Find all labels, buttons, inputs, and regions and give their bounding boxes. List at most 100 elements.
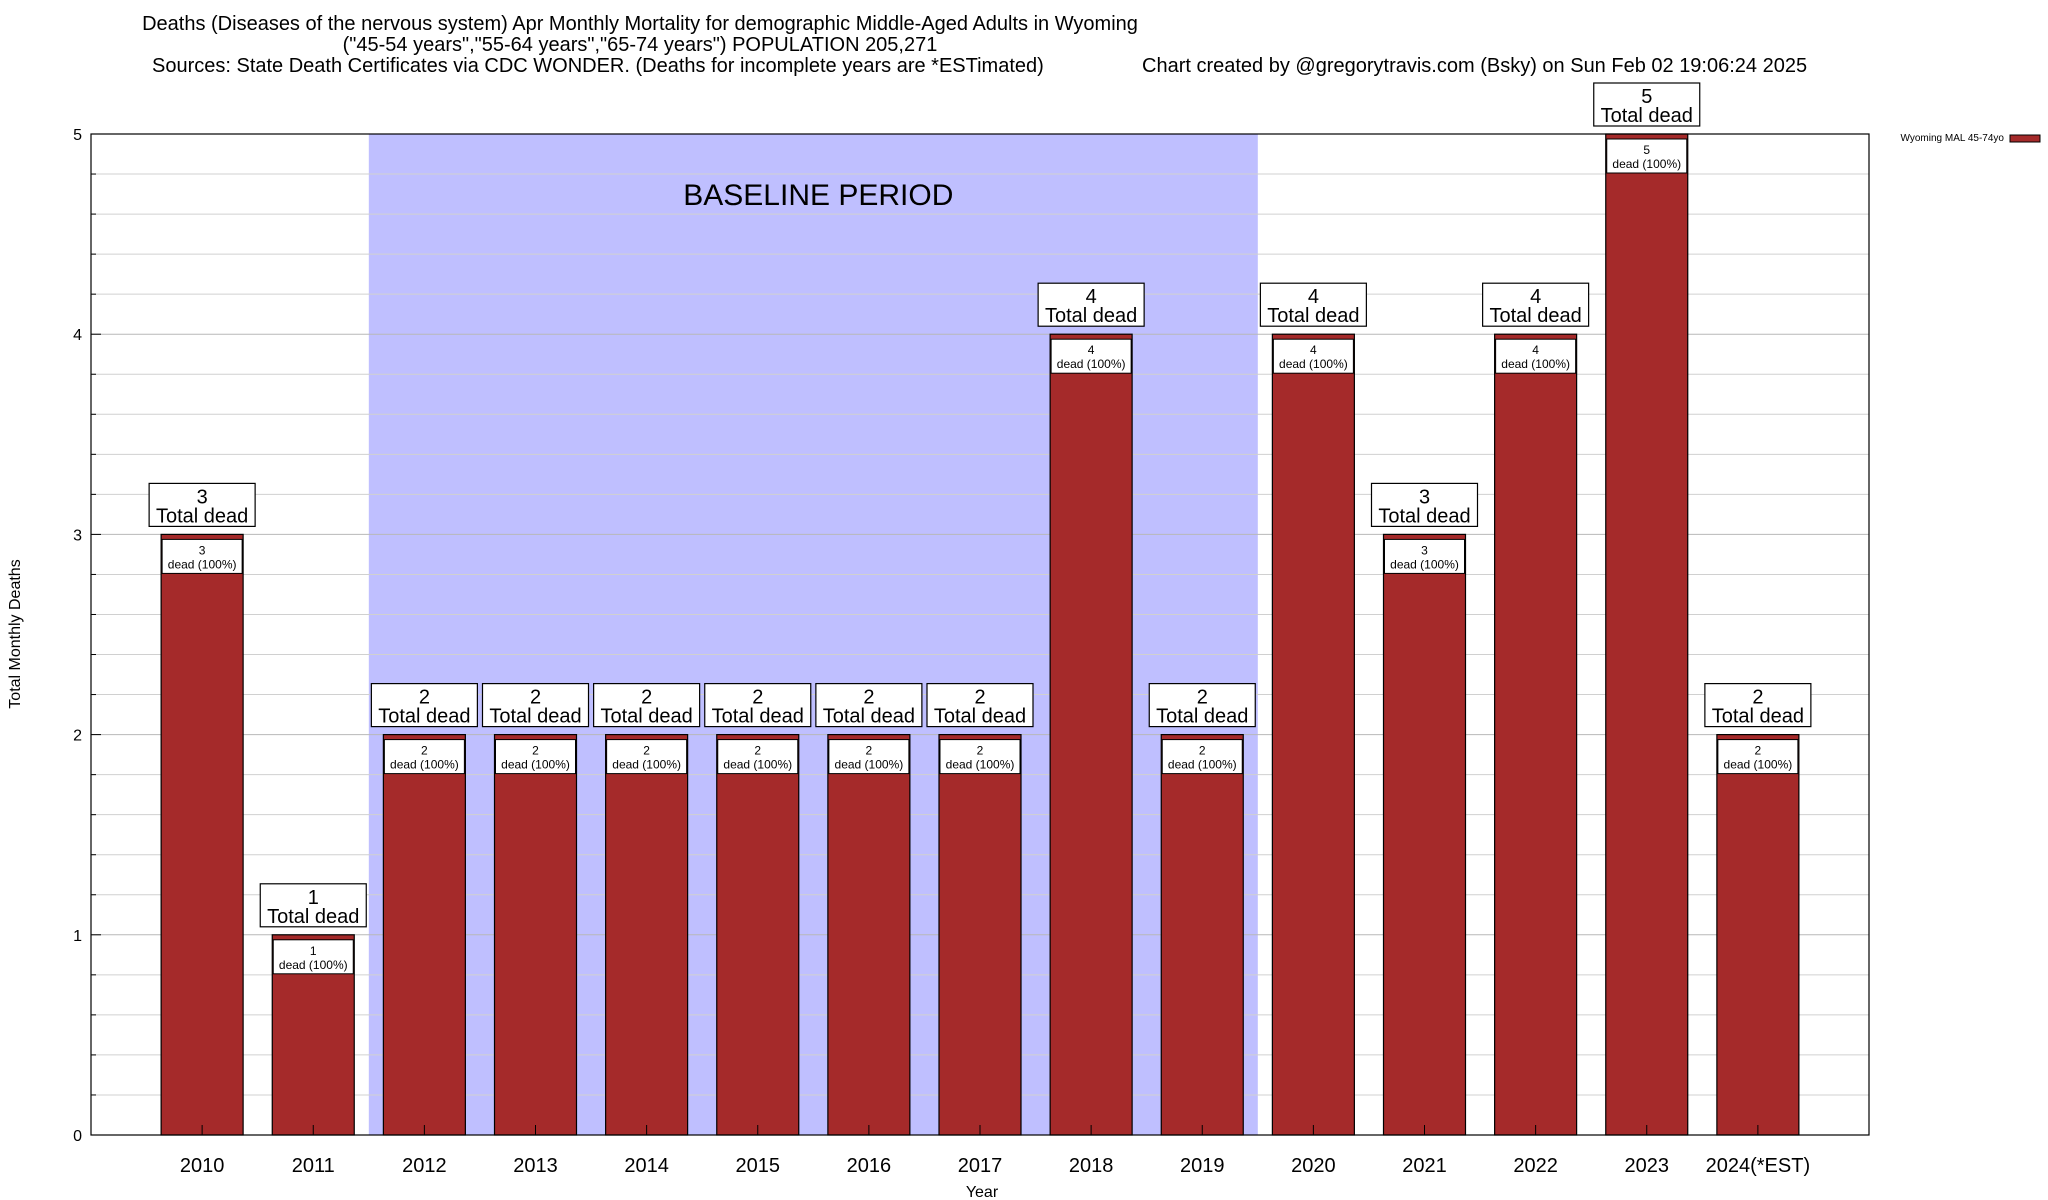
total-label-box: [815, 682, 923, 728]
bar-inner-label: dead (100%): [946, 758, 1015, 772]
total-label: Total dead: [1156, 706, 1248, 728]
bar-inner-value: 2: [643, 744, 650, 758]
y-tick-label: 3: [73, 527, 82, 544]
total-value: 3: [1419, 486, 1430, 508]
bar-inner-label: dead (100%): [501, 758, 570, 772]
total-label-box: [481, 682, 590, 728]
total-label: Total dead: [934, 706, 1026, 728]
bar-inner-label-box: [1050, 338, 1132, 374]
total-value: 5: [1641, 86, 1652, 108]
bar-inner-label-box: [1161, 739, 1243, 775]
chart-credit: Chart created by @gregorytravis.com (Bsk…: [1142, 55, 1808, 77]
baseline-label: BASELINE PERIOD: [683, 179, 953, 212]
x-tick-label: 2015: [736, 1155, 781, 1177]
total-value: 4: [1530, 286, 1541, 308]
bar-inner-label-box: [606, 739, 688, 775]
x-tick-label: 2020: [1291, 1155, 1336, 1177]
bar-inner-value: 2: [421, 744, 428, 758]
x-tick-label: 2012: [402, 1155, 447, 1177]
total-label: Total dead: [712, 706, 804, 728]
y-tick-label: 4: [73, 327, 82, 344]
total-label-box: [1370, 482, 1479, 527]
bar-inner-label-box: [1495, 338, 1577, 374]
x-tick-label: 2024(*EST): [1706, 1155, 1811, 1177]
bar-inner-value: 4: [1532, 343, 1539, 357]
bar-inner-label-box: [495, 739, 576, 775]
total-label-box: [1482, 282, 1590, 327]
y-tick-label: 5: [73, 127, 82, 144]
total-label: Total dead: [823, 706, 915, 728]
total-label: Total dead: [1045, 305, 1137, 327]
total-value: 3: [197, 486, 208, 508]
bar-inner-label: dead (100%): [723, 758, 792, 772]
bar-2020: [1271, 333, 1355, 1136]
x-tick-label: 2017: [958, 1155, 1003, 1177]
total-value: 2: [752, 687, 763, 709]
total-label: Total dead: [600, 706, 692, 728]
bar-inner-value: 3: [199, 543, 206, 557]
total-label: Total dead: [1378, 505, 1470, 527]
total-label-box: [148, 482, 256, 527]
bar-inner-value: 3: [1421, 543, 1428, 557]
bar-inner-value: 2: [866, 744, 873, 758]
total-value: 1: [308, 887, 319, 909]
plot-frame: [90, 133, 1870, 1136]
bar-2022: [1494, 333, 1578, 1136]
total-value: 4: [1086, 286, 1097, 308]
bar-2018: [1049, 333, 1133, 1136]
bar-inner-value: 1: [310, 944, 317, 958]
bar-inner-label-box: [1606, 138, 1688, 174]
bar-inner-value: 5: [1643, 143, 1650, 157]
total-value: 2: [641, 687, 652, 709]
bar-inner-value: 4: [1088, 343, 1095, 357]
total-label-box: [704, 682, 812, 728]
total-label: Total dead: [378, 706, 470, 728]
bar-2024(*EST): [1716, 733, 1800, 1136]
bar-2021: [1382, 533, 1467, 1136]
bar-inner-label: dead (100%): [1501, 357, 1570, 371]
bar-inner-label-box: [1717, 739, 1799, 775]
total-value: 2: [530, 687, 541, 709]
bar-inner-label-box: [1384, 538, 1465, 574]
y-tick-label: 2: [73, 728, 82, 745]
legend-label: Wyoming MAL 45-74yo: [1901, 133, 2005, 144]
x-axis-title: Year: [966, 1184, 999, 1200]
total-value: 2: [863, 687, 874, 709]
bar-inner-value: 2: [532, 744, 539, 758]
total-label-box: [593, 682, 701, 728]
x-tick-label: 2013: [513, 1155, 558, 1177]
x-tick-label: 2018: [1069, 1155, 1114, 1177]
x-tick-label: 2010: [180, 1155, 225, 1177]
bar-inner-value: 2: [754, 744, 761, 758]
bar-2014: [605, 733, 689, 1136]
bar-inner-label: dead (100%): [612, 758, 681, 772]
bar-inner-label: dead (100%): [835, 758, 904, 772]
bar-inner-label-box: [828, 739, 910, 775]
x-tick-label: 2011: [292, 1155, 335, 1177]
bar-inner-label: dead (100%): [1724, 758, 1793, 772]
x-tick-label: 2016: [847, 1155, 892, 1177]
total-label-box: [370, 682, 478, 728]
total-label-box: [1593, 82, 1701, 127]
bar-inner-value: 4: [1310, 343, 1317, 357]
total-label: Total dead: [489, 706, 581, 728]
bar-inner-value: 2: [1755, 744, 1762, 758]
bar-inner-label: dead (100%): [168, 557, 237, 571]
total-value: 2: [1752, 687, 1763, 709]
total-label: Total dead: [1489, 305, 1581, 327]
bar-inner-label: dead (100%): [279, 958, 348, 972]
bar-2013: [493, 733, 578, 1136]
bar-inner-label: dead (100%): [390, 758, 459, 772]
bar-inner-label-box: [161, 538, 243, 574]
bar-inner-value: 2: [977, 744, 984, 758]
x-tick-label: 2019: [1180, 1155, 1225, 1177]
total-value: 2: [1197, 687, 1208, 709]
bar-2012: [382, 733, 466, 1136]
bar-inner-label: dead (100%): [1390, 557, 1459, 571]
total-label-box: [1037, 282, 1145, 327]
chart-title-line-1: Deaths (Diseases of the nervous system) …: [142, 13, 1138, 35]
total-label-box: [1704, 682, 1812, 728]
x-tick-label: 2014: [624, 1155, 669, 1177]
x-tick-label: 2022: [1513, 1155, 1558, 1177]
